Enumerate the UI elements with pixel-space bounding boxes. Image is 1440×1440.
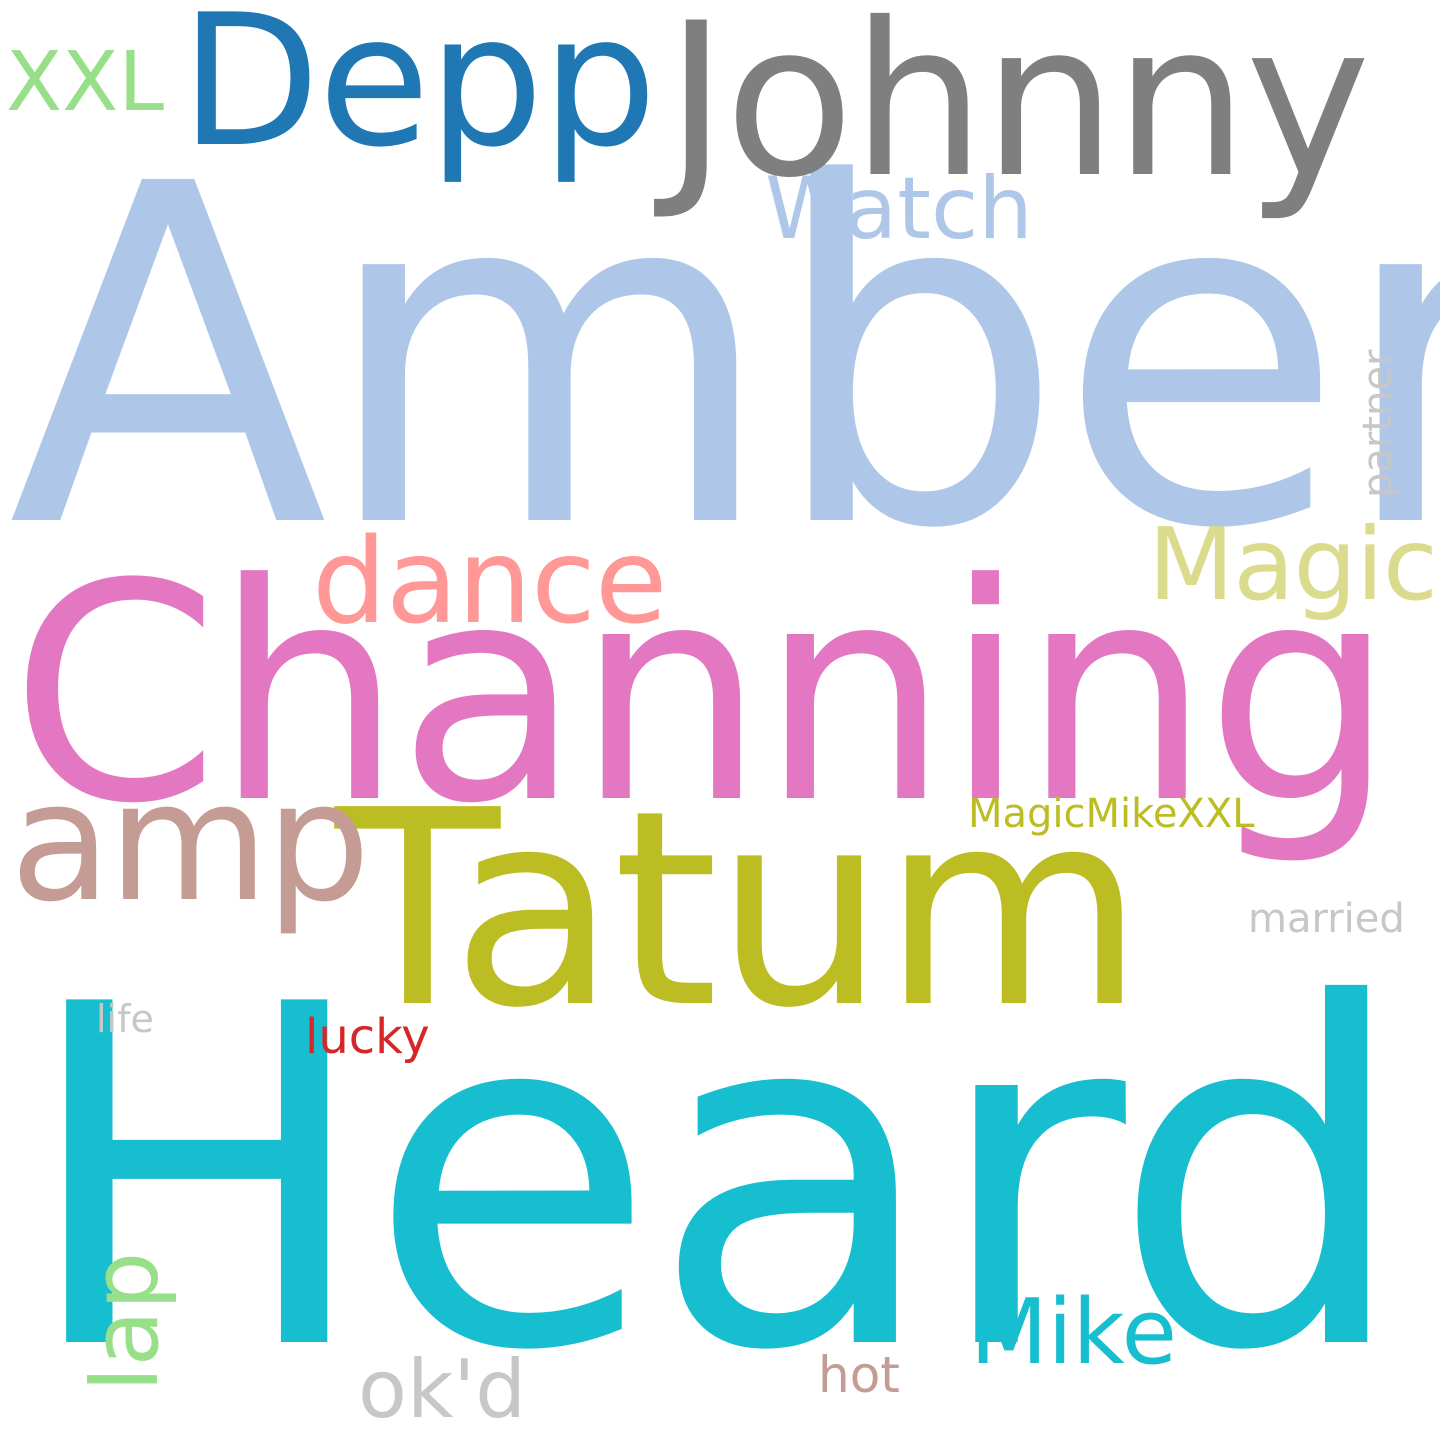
word-hot: hot — [818, 1346, 900, 1404]
word-magicmikexxl: MagicMikeXXL — [968, 791, 1255, 837]
word-heard: Heard — [20, 906, 1410, 1440]
word-watch: Watch — [765, 159, 1033, 259]
word-mike: Mike — [970, 1280, 1177, 1385]
word-okd: ok'd — [358, 1343, 527, 1436]
word-lap: lap — [72, 1251, 179, 1392]
word-life: life — [96, 997, 154, 1041]
word-partner: partner — [1355, 349, 1401, 498]
word-amber: Amber — [8, 87, 1440, 631]
word-tatum: Tatum — [335, 752, 1145, 1067]
word-married: married — [1248, 896, 1405, 942]
word-dance: dance — [312, 512, 667, 650]
word-lucky: lucky — [305, 1009, 430, 1065]
word-depp: Depp — [180, 0, 657, 187]
word-xxl: XXL — [6, 35, 165, 130]
word-johnny: Johnny — [665, 0, 1371, 224]
word-amp: amp — [10, 746, 371, 938]
word-magic: Magic — [1148, 506, 1438, 623]
word-channing: Channing — [10, 520, 1396, 869]
